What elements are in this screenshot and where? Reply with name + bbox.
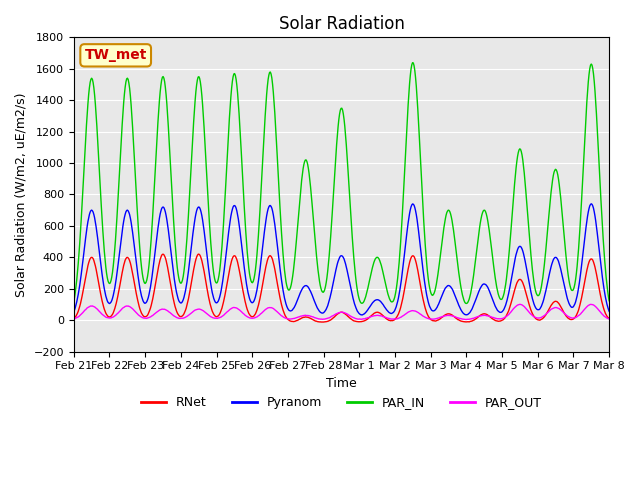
- PAR_IN: [189, 132, 196, 137]
- PAR_OUT: [218, 314, 225, 320]
- PAR_IN: [134, 228, 142, 234]
- Pyranom: [189, 231, 196, 237]
- Line: PAR_OUT: PAR_OUT: [74, 304, 609, 320]
- RNet: [319, 319, 327, 325]
- PAR_IN: [406, 72, 414, 78]
- PAR_IN: [409, 60, 417, 66]
- X-axis label: Time: Time: [326, 377, 357, 390]
- PAR_IN: [605, 298, 613, 304]
- Pyranom: [423, 292, 431, 298]
- PAR_IN: [423, 261, 431, 266]
- PAR_IN: [79, 177, 87, 182]
- PAR_OUT: [134, 312, 142, 318]
- Pyranom: [79, 253, 87, 259]
- Legend: RNet, Pyranom, PAR_IN, PAR_OUT: RNet, Pyranom, PAR_IN, PAR_OUT: [136, 391, 547, 414]
- RNet: [189, 271, 196, 276]
- PAR_OUT: [516, 301, 524, 307]
- PAR_OUT: [406, 308, 414, 314]
- Pyranom: [605, 308, 613, 314]
- Line: RNet: RNet: [74, 254, 609, 322]
- PAR_IN: [218, 253, 225, 259]
- PAR_OUT: [605, 316, 613, 322]
- Pyranom: [407, 204, 415, 210]
- RNet: [218, 305, 226, 311]
- Pyranom: [134, 277, 142, 283]
- RNet: [424, 312, 431, 317]
- RNet: [605, 316, 613, 322]
- Pyranom: [358, 312, 366, 318]
- Text: TW_met: TW_met: [84, 48, 147, 62]
- PAR_OUT: [189, 309, 196, 314]
- Pyranom: [70, 309, 77, 315]
- PAR_IN: [462, 300, 470, 306]
- RNet: [134, 301, 142, 307]
- Pyranom: [218, 288, 225, 293]
- PAR_OUT: [70, 316, 77, 322]
- RNet: [408, 253, 415, 259]
- RNet: [79, 286, 87, 292]
- RNet: [195, 251, 203, 257]
- Y-axis label: Solar Radiation (W/m2, uE/m2/s): Solar Radiation (W/m2, uE/m2/s): [15, 92, 28, 297]
- PAR_OUT: [462, 317, 470, 323]
- Title: Solar Radiation: Solar Radiation: [278, 15, 404, 33]
- PAR_OUT: [79, 309, 87, 315]
- RNet: [70, 315, 77, 321]
- Line: Pyranom: Pyranom: [74, 204, 609, 315]
- Line: PAR_IN: PAR_IN: [74, 63, 609, 303]
- Pyranom: [588, 201, 595, 207]
- PAR_IN: [70, 299, 77, 305]
- PAR_OUT: [422, 315, 430, 321]
